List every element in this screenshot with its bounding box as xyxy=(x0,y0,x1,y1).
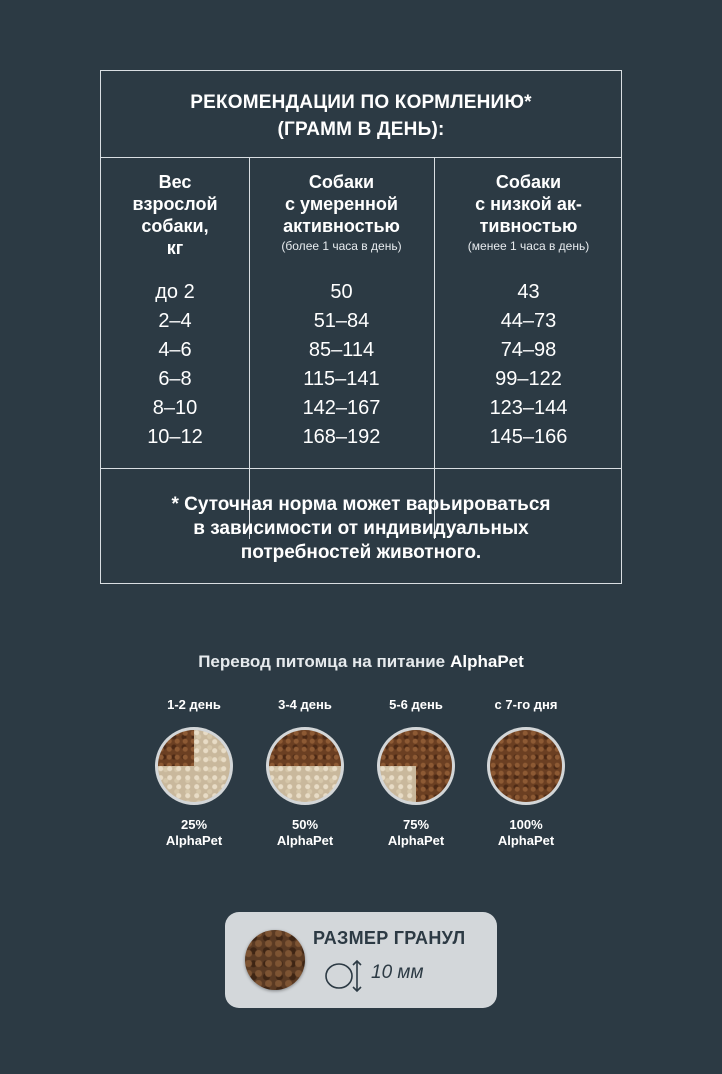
table-cell: 115–141 xyxy=(303,368,380,390)
table-cell: 74–98 xyxy=(500,339,557,361)
weight-column-header: Вес взрослой собаки, кг xyxy=(101,171,249,259)
kibble-icon xyxy=(245,930,305,990)
moderate-header: Собаки с умеренной активностью xyxy=(283,172,400,236)
transition-title: Перевод питомца на питание AlphaPet xyxy=(0,652,722,672)
low-column-header: Собаки с низкой ак- тивностью (менее 1 ч… xyxy=(434,171,623,254)
transition-step: 5-6 день 75% AlphaPet xyxy=(361,695,471,849)
step-percent: 75% xyxy=(402,817,430,832)
table-cell: 51–84 xyxy=(313,310,370,332)
table-cell: 123–144 xyxy=(489,397,568,419)
transition-step: с 7-го дня 100% AlphaPet xyxy=(471,695,581,849)
table-cell: 145–166 xyxy=(489,426,568,448)
divider xyxy=(249,157,250,539)
step-label: 3-4 день xyxy=(278,697,332,712)
moderate-subheader: (более 1 часа в день) xyxy=(281,239,402,253)
step-label: 5-6 день xyxy=(389,697,443,712)
kibble-size-card: РАЗМЕР ГРАНУЛ 10 мм xyxy=(225,912,497,1008)
table-cell: 4–6 xyxy=(158,339,192,361)
step-brand: AlphaPet xyxy=(387,833,445,848)
weight-values: до 2 2–4 4–6 6–8 8–10 10–12 xyxy=(101,278,249,452)
step-percent: 50% xyxy=(291,817,319,832)
food-bowl-icon xyxy=(377,727,455,805)
divider xyxy=(101,157,621,158)
low-subheader: (менее 1 часа в день) xyxy=(467,239,590,253)
diameter-icon xyxy=(325,959,362,993)
moderate-column-header: Собаки с умеренной активностью (более 1 … xyxy=(249,171,434,254)
transition-step: 3-4 день 50% AlphaPet xyxy=(250,695,360,849)
step-brand: AlphaPet xyxy=(165,833,223,848)
step-label: 1-2 день xyxy=(167,697,221,712)
weight-header: Вес взрослой собаки, кг xyxy=(132,172,218,258)
table-cell: 2–4 xyxy=(158,310,192,332)
table-cell: 142–167 xyxy=(302,397,381,419)
footnote: * Суточная норма может варьироваться в з… xyxy=(171,494,551,563)
transition-step: 1-2 день 25% AlphaPet xyxy=(139,695,249,849)
table-cell: 168–192 xyxy=(302,426,381,448)
kibble-title: РАЗМЕР ГРАНУЛ xyxy=(313,928,466,948)
table-title: РЕКОМЕНДАЦИИ ПО КОРМЛЕНИЮ* (ГРАММ В ДЕНЬ… xyxy=(190,92,532,140)
alphapet-share xyxy=(269,730,341,802)
table-cell: 44–73 xyxy=(500,310,557,332)
table-cell: 99–122 xyxy=(495,368,562,390)
low-header: Собаки с низкой ак- тивностью xyxy=(475,172,582,236)
low-values: 43 44–73 74–98 99–122 123–144 145–166 xyxy=(434,278,623,452)
transition-title-text: Перевод питомца на питание xyxy=(198,652,446,671)
divider xyxy=(101,468,621,469)
step-brand: AlphaPet xyxy=(276,833,334,848)
food-bowl-icon xyxy=(266,727,344,805)
step-percent: 25% xyxy=(180,817,208,832)
alphapet-share xyxy=(380,730,452,802)
divider xyxy=(434,157,435,539)
table-cell: 8–10 xyxy=(152,397,198,419)
table-cell: 43 xyxy=(517,281,540,303)
table-cell: до 2 xyxy=(155,281,195,303)
step-label: с 7-го дня xyxy=(494,697,558,712)
table-cell: 10–12 xyxy=(147,426,203,448)
feeding-table: РЕКОМЕНДАЦИИ ПО КОРМЛЕНИЮ* (ГРАММ В ДЕНЬ… xyxy=(100,70,622,584)
step-percent: 100% xyxy=(509,817,543,832)
brand-name: AlphaPet xyxy=(450,652,524,671)
table-cell: 6–8 xyxy=(158,368,192,390)
table-cell: 50 xyxy=(330,281,353,303)
alphapet-share xyxy=(490,730,562,802)
food-bowl-icon xyxy=(487,727,565,805)
moderate-values: 50 51–84 85–114 115–141 142–167 168–192 xyxy=(249,278,434,452)
food-bowl-icon xyxy=(155,727,233,805)
alphapet-share xyxy=(158,730,230,802)
table-cell: 85–114 xyxy=(308,339,375,361)
step-brand: AlphaPet xyxy=(497,833,555,848)
kibble-size: 10 мм xyxy=(371,962,424,983)
